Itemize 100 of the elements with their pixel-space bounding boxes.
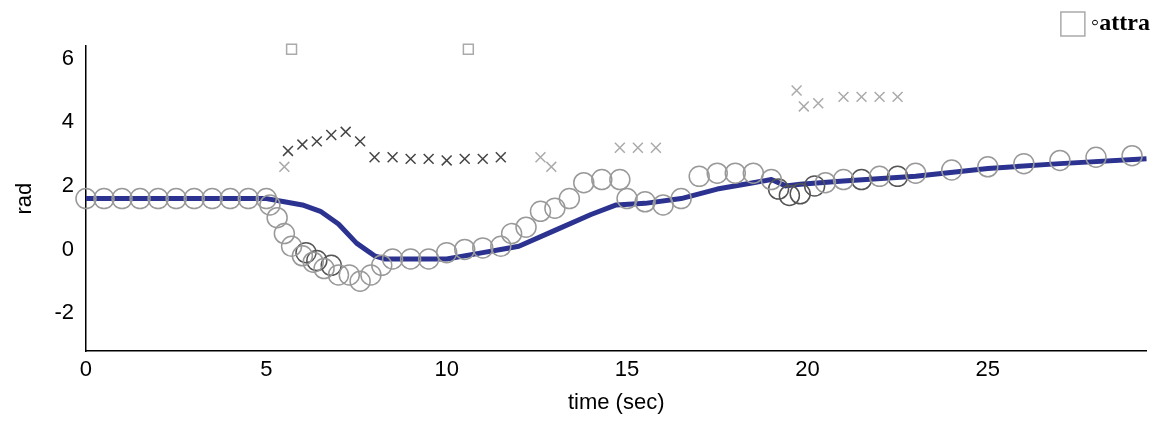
point [440, 154, 453, 167]
point [873, 91, 886, 103]
legend-label: ◦attra [1090, 9, 1151, 36]
y-tick-label: 0 [61, 235, 74, 261]
point [360, 264, 382, 286]
point [609, 168, 631, 191]
x-tick-label: 20 [795, 356, 820, 382]
point [282, 145, 294, 157]
point [798, 100, 810, 113]
point [1121, 144, 1143, 167]
point [219, 187, 241, 210]
point [591, 168, 613, 191]
point [940, 159, 963, 181]
x-tick-label: 0 [79, 356, 93, 382]
point [459, 153, 471, 165]
point [327, 264, 350, 286]
y-tick-label: 2 [61, 171, 74, 197]
point [814, 171, 837, 194]
point [165, 187, 187, 210]
point [778, 184, 801, 207]
point [634, 191, 656, 213]
point [812, 97, 824, 109]
point [760, 168, 783, 191]
point [832, 168, 855, 191]
point [544, 197, 566, 219]
point [237, 187, 260, 210]
y-tick-label: 4 [61, 108, 74, 134]
point [266, 206, 288, 229]
point [417, 248, 440, 270]
point [904, 162, 927, 184]
point [285, 43, 298, 55]
point [255, 187, 278, 210]
point [325, 129, 337, 141]
point [803, 175, 826, 197]
point [75, 187, 97, 210]
x-axis-title: time (sec) [567, 388, 665, 414]
point [545, 161, 557, 173]
point [688, 165, 710, 188]
point [789, 183, 811, 205]
y-tick-label: 6 [61, 44, 74, 70]
point [273, 222, 296, 245]
point [495, 151, 507, 163]
point [320, 254, 343, 277]
point [886, 165, 909, 188]
point [670, 187, 692, 210]
point [837, 91, 850, 103]
point [868, 165, 891, 188]
point [183, 187, 205, 210]
point [515, 216, 537, 238]
point [368, 151, 381, 163]
point [891, 91, 904, 103]
point [296, 138, 309, 151]
point [278, 161, 291, 173]
point [706, 162, 728, 184]
point [724, 162, 747, 184]
x-tick-label: 5 [260, 356, 273, 382]
point [435, 241, 458, 264]
point [111, 187, 133, 210]
point [472, 237, 494, 259]
point [1049, 149, 1071, 172]
x-tick-label: 10 [434, 356, 459, 382]
point [500, 222, 523, 245]
point [652, 194, 674, 216]
point [129, 187, 151, 210]
x-tick-label: 15 [614, 356, 640, 382]
point [650, 142, 662, 154]
point [855, 91, 868, 103]
point [534, 151, 547, 163]
point [280, 235, 303, 258]
point [1085, 146, 1107, 169]
point [338, 264, 361, 286]
point [490, 235, 512, 258]
point [422, 153, 435, 165]
point [767, 178, 790, 200]
point [93, 187, 115, 210]
point [381, 248, 404, 270]
point [354, 135, 366, 148]
point [147, 187, 169, 210]
point [573, 171, 595, 194]
y-tick-label: -2 [54, 299, 74, 325]
point [558, 187, 581, 210]
point [404, 153, 417, 165]
point [790, 84, 803, 97]
point [349, 270, 371, 293]
point [614, 142, 626, 154]
point [477, 153, 489, 165]
point [632, 142, 644, 154]
point [311, 135, 323, 148]
point [616, 187, 638, 210]
point [529, 200, 552, 223]
point [977, 156, 999, 178]
point [742, 162, 765, 184]
point [371, 254, 393, 277]
point [313, 257, 335, 280]
point [386, 151, 399, 163]
point [339, 126, 352, 138]
point [462, 43, 475, 55]
point [201, 187, 223, 210]
y-axis-title: rad [11, 182, 37, 215]
point [1013, 152, 1035, 175]
